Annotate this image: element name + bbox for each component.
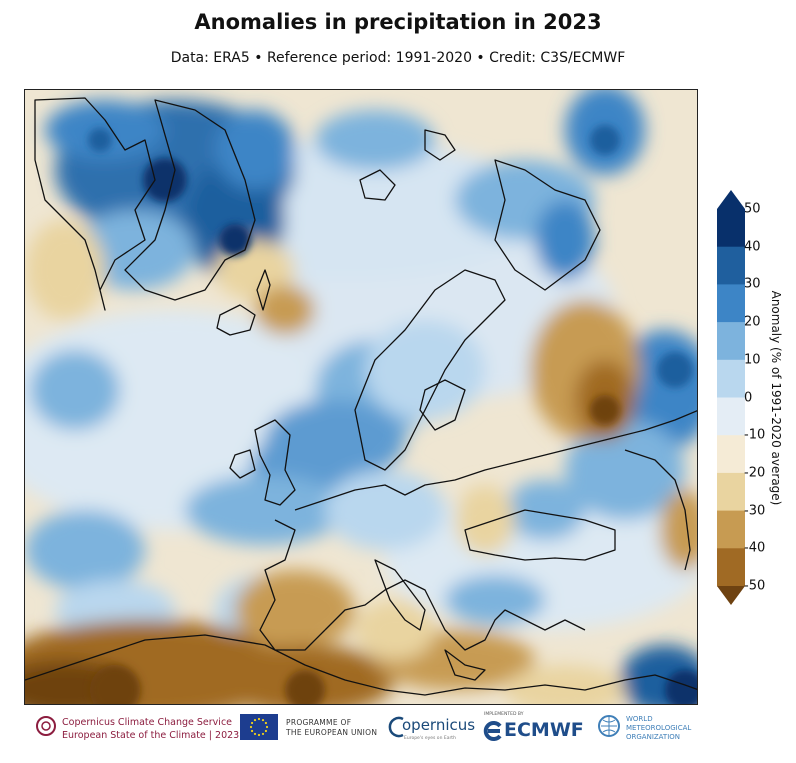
colorbar-cells [717,209,745,587]
c3s-logo: Copernicus Climate Change Service Europe… [34,714,239,742]
precipitation-anomaly-map [24,89,698,705]
colorbar-tick-label: -30 [744,503,766,519]
colorbar-tick-label: -40 [744,540,766,556]
colorbar-cell [717,284,745,323]
colorbar-cell [717,397,745,436]
map-subtitle: Data: ERA5 • Reference period: 1991-2020… [170,50,626,66]
copernicus-logo: opernicus Europe's eyes on Earth [388,714,475,744]
map-canvas [25,90,697,704]
anomaly-detail [88,125,697,704]
eu-line1: PROGRAMME OF [286,718,352,727]
colorbar-tick-label: 50 [744,201,761,217]
colorbar-tick-label: 10 [744,352,761,368]
eu-logo: PROGRAMME OF THE EUROPEAN UNION [240,714,377,744]
copernicus-c-icon [388,716,404,738]
footer-logos: Copernicus Climate Change Service Europe… [0,708,796,763]
ecmwf-icon [483,721,502,741]
colorbar-arrow-top [717,190,745,209]
colorbar-cell [717,209,745,248]
eu-flag-icon [240,714,278,740]
colorbar-arrow-bottom [717,586,745,605]
map-title: Anomalies in precipitation in 2023 [194,10,602,34]
colorbar-tick-label: -50 [744,578,766,594]
colorbar-cell [717,472,745,512]
colorbar-tick-label: 30 [744,276,761,292]
colorbar-cell [717,246,745,285]
ecmwf-name: ECMWF [504,719,584,741]
wmo-line3: ORGANIZATION [626,733,681,741]
colorbar-cell [717,510,745,549]
colorbar-tick-label: -20 [744,465,766,481]
wmo-line2: METEOROLOGICAL [626,724,692,732]
wmo-logo: WORLD METEOROLOGICAL ORGANIZATION [596,712,691,744]
colorbar-cell [717,435,745,474]
ecmwf-implemented-by: IMPLEMENTED BY [484,712,524,717]
colorbar-cell [717,548,745,587]
colorbar [717,190,745,605]
colorbar-tick-label: -10 [744,427,766,443]
copernicus-tagline: Europe's eyes on Earth [404,736,456,741]
colorbar-cell [717,322,745,361]
colorbar-cell [717,359,745,398]
c3s-name: Copernicus Climate Change Service [62,717,233,728]
c3s-report: European State of the Climate | 2023 [62,730,240,741]
wmo-emblem-icon [598,715,620,737]
colorbar-tick-label: 20 [744,314,761,330]
colorbar-tick-label: 40 [744,239,761,255]
coastlines [25,97,697,696]
wmo-line1: WORLD [626,715,653,723]
colorbar-tick-label: 0 [744,390,753,405]
eu-line2: THE EUROPEAN UNION [286,728,378,737]
c3s-icon [36,716,56,736]
copernicus-name: opernicus [402,716,476,734]
colorbar-label: Anomaly (% of 1991-2020 average) [769,290,783,506]
